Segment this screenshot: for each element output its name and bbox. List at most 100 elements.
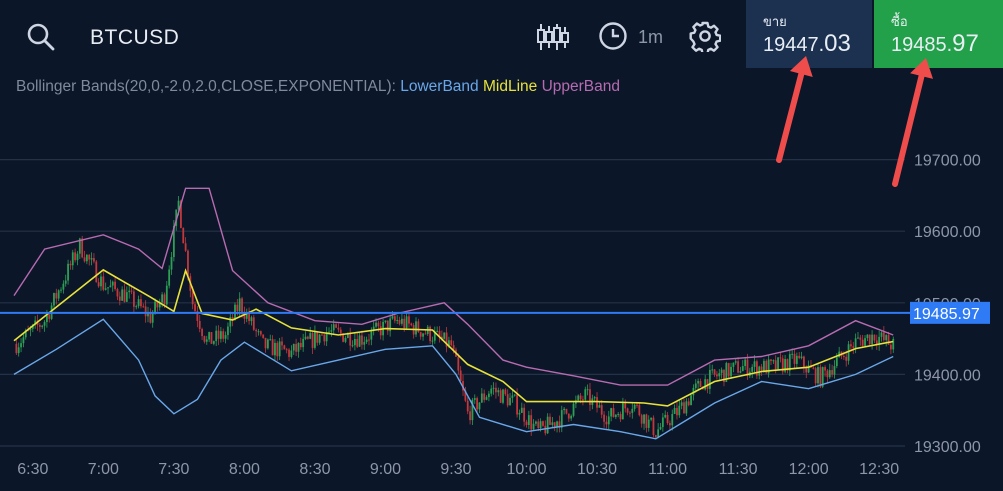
candle (621, 397, 624, 420)
candle (405, 312, 408, 331)
candle (643, 414, 645, 430)
candle (570, 414, 573, 421)
candle (636, 402, 638, 408)
candle (257, 328, 260, 336)
sell-price: 19447.03 (763, 30, 851, 57)
candle (114, 277, 116, 291)
candle (563, 407, 566, 415)
candle (384, 320, 387, 324)
candle (845, 350, 848, 367)
candle (353, 333, 356, 351)
candle (647, 415, 650, 432)
candle (438, 326, 441, 343)
candle (690, 394, 692, 406)
candle (278, 337, 281, 361)
candle (593, 395, 596, 402)
candle (624, 399, 627, 413)
candle (311, 331, 314, 354)
candle (659, 423, 662, 431)
candle (626, 407, 629, 416)
candle (880, 331, 883, 342)
candle (490, 385, 493, 397)
candle (424, 330, 427, 335)
candle (229, 311, 232, 333)
candle (245, 308, 248, 323)
candle (777, 357, 779, 370)
candle (760, 363, 763, 376)
candle (309, 326, 312, 340)
clock-icon[interactable] (598, 21, 628, 51)
candle (786, 358, 789, 374)
candle (723, 369, 725, 387)
candle (109, 279, 112, 288)
mid-line (13, 268, 894, 407)
interval-label[interactable]: 1m (638, 27, 664, 47)
buy-button[interactable]: ซื้อ 19485.97 (874, 0, 1003, 68)
candle (542, 420, 544, 427)
candle (165, 280, 168, 307)
sell-button[interactable]: ขาย 19447.03 (746, 0, 872, 68)
legend-upper-band: UpperBand (541, 78, 620, 95)
candle (67, 259, 69, 285)
symbol-selector[interactable]: BTCUSD (90, 26, 180, 49)
candlestick-icon[interactable] (536, 22, 570, 52)
candle (219, 326, 222, 343)
candle (673, 404, 676, 414)
candle (445, 326, 448, 353)
candle (302, 333, 305, 352)
candle (212, 340, 215, 346)
candle (652, 415, 655, 438)
candle (64, 274, 67, 287)
gear-icon[interactable] (689, 20, 721, 52)
search-icon[interactable] (26, 22, 56, 52)
candle (184, 237, 187, 252)
candle (781, 355, 784, 375)
candle (457, 353, 460, 375)
candle (78, 237, 81, 259)
candle (227, 322, 229, 340)
candle (116, 287, 119, 301)
buy-price: 19485.97 (891, 30, 979, 57)
sell-label: ขาย (763, 14, 787, 29)
candle (436, 326, 439, 333)
candle (871, 330, 873, 350)
candle (565, 408, 568, 415)
candle (255, 328, 258, 337)
candle (889, 341, 892, 355)
x-tick-label: 12:30 (859, 461, 899, 478)
candle (875, 334, 878, 350)
candle (459, 366, 462, 382)
candle (537, 418, 540, 431)
candle (386, 320, 389, 335)
candle (572, 402, 575, 418)
y-tick-label: 19700.00 (914, 153, 981, 170)
candle (314, 325, 316, 350)
candle (93, 253, 95, 264)
annotation-arrow-sell (776, 56, 813, 163)
candle (763, 358, 765, 373)
candle (814, 366, 817, 387)
x-tick-label: 10:00 (506, 461, 546, 478)
candle (751, 364, 754, 378)
y-tick-label: 19600.00 (914, 224, 981, 241)
candle (619, 411, 622, 422)
candle (511, 389, 514, 403)
candle (128, 285, 131, 299)
candle (97, 278, 100, 288)
current-price-label: 19485.97 (913, 306, 980, 323)
candle (671, 409, 674, 431)
candle (885, 334, 888, 347)
candle (22, 332, 25, 348)
candle (600, 400, 603, 419)
candle (60, 287, 62, 294)
candle (680, 399, 683, 410)
candle (847, 340, 850, 365)
candle (664, 410, 667, 419)
candle (135, 304, 138, 310)
candle (194, 301, 196, 312)
candle (419, 331, 422, 340)
candle (292, 343, 295, 355)
candle (720, 367, 723, 379)
candle (819, 364, 822, 388)
